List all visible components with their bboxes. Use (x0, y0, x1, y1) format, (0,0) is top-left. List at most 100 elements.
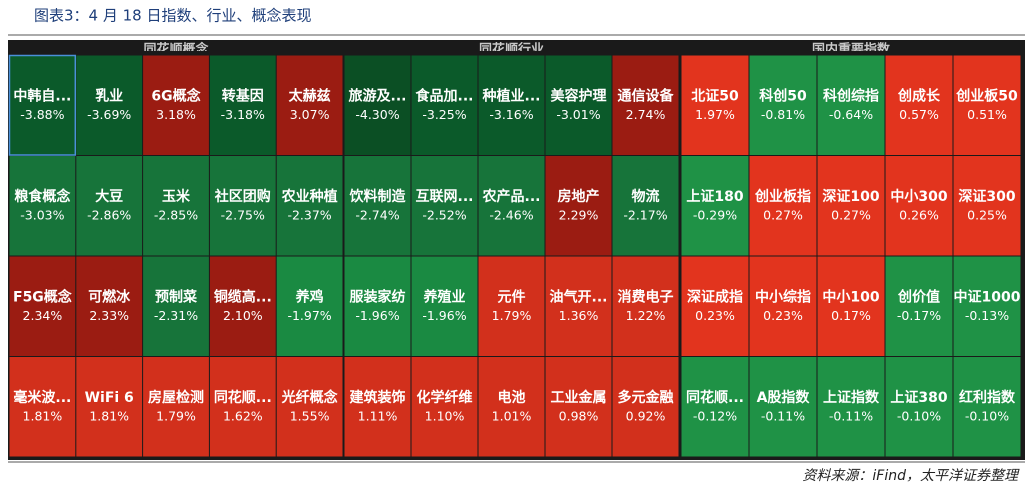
tile-label: 养殖业 (423, 288, 466, 305)
tile-label: 红利指数 (959, 389, 1016, 406)
tile-value: -0.29% (693, 207, 737, 222)
tile-value: -3.88% (20, 107, 64, 122)
tile-value: 0.92% (626, 408, 666, 423)
tile-label: 元件 (498, 288, 526, 305)
tile-label: 美容护理 (551, 87, 607, 104)
tile (885, 55, 953, 155)
tile (276, 357, 343, 457)
tile-label: 乳业 (95, 87, 123, 104)
tile (9, 156, 76, 256)
tile-value: 0.57% (899, 107, 939, 122)
tile (545, 357, 612, 457)
tile-value: 1.01% (492, 408, 532, 423)
tile-value: -2.85% (154, 207, 198, 222)
tile (612, 156, 679, 256)
tile-label: 化学纤维 (417, 389, 473, 406)
tile (953, 256, 1021, 356)
tile (545, 55, 612, 155)
tile (817, 256, 885, 356)
tile-value: 0.23% (695, 308, 735, 323)
tile (953, 156, 1021, 256)
tile (276, 55, 343, 155)
tile-value: 0.98% (559, 408, 599, 423)
tile-label: 饮料制造 (349, 188, 406, 205)
tile (76, 256, 143, 356)
tile-value: 1.36% (559, 308, 599, 323)
tile-value: 0.23% (763, 308, 803, 323)
tile-label: 多元金融 (618, 389, 674, 406)
tile-label: 建筑装饰 (350, 389, 406, 406)
tile (411, 357, 478, 457)
tile (76, 156, 143, 256)
tile (478, 156, 545, 256)
tile-label: 服装家纺 (350, 288, 406, 305)
tile-label: 中韩自... (13, 87, 71, 104)
tile (411, 256, 478, 356)
tile-value: 0.25% (967, 207, 1007, 222)
tile-value: -0.64% (829, 107, 873, 122)
tile-label: 创业板指 (754, 188, 811, 205)
tile-label: 铜缆高... (214, 288, 272, 305)
tile-value: -2.75% (221, 207, 265, 222)
tile-value: 2.74% (626, 107, 666, 122)
tile-label: 同花顺... (214, 389, 272, 406)
tile-value: -3.03% (20, 207, 64, 222)
tile-value: 3.07% (290, 107, 330, 122)
tile (209, 55, 276, 155)
tile-label: 油气开... (550, 288, 608, 305)
tile-label: A股指数 (757, 389, 811, 406)
tile-value: -1.97% (287, 308, 331, 323)
figure-title: 图表3：4 月 18 日指数、行业、概念表现 (34, 7, 311, 25)
tile-label: 可燃冰 (88, 288, 131, 305)
tile-label: 互联网... (416, 189, 474, 205)
tile-label: 社区团购 (214, 188, 271, 205)
tile-value: -0.10% (897, 408, 941, 423)
tile (749, 55, 817, 155)
tile-label: 上证380 (890, 390, 947, 406)
tile (885, 256, 953, 356)
tile (76, 55, 143, 155)
tile-value: 3.18% (156, 107, 196, 122)
tile (76, 357, 143, 457)
tile (885, 357, 953, 457)
tile-value: 0.27% (763, 207, 803, 222)
tile-value: 0.27% (831, 207, 871, 222)
tile (143, 156, 209, 256)
tile (344, 256, 411, 356)
tile-label: 转基因 (222, 87, 264, 104)
tile (478, 256, 545, 356)
tile-value: -4.30% (355, 107, 399, 122)
tile (817, 357, 885, 457)
panel-header: 同花顺行业 (479, 42, 544, 58)
tile-label: 中小300 (890, 188, 947, 205)
tile-value: 1.11% (358, 408, 398, 423)
tile (411, 55, 478, 155)
tile-label: 光纤概念 (281, 389, 339, 406)
tile (344, 55, 411, 155)
tile-value: 2.34% (23, 308, 63, 323)
tile-value: 1.79% (156, 408, 196, 423)
tile-label: 养鸡 (295, 288, 324, 305)
tile-value: 1.81% (89, 408, 129, 423)
tile-label: 深证300 (958, 188, 1015, 205)
tile-label: 旅游及... (349, 87, 407, 104)
tile-value: 2.29% (559, 207, 599, 222)
tile-value: -2.31% (154, 308, 198, 323)
tile-label: 消费电子 (618, 288, 674, 305)
tile-value: -2.52% (422, 207, 466, 222)
tile-value: -0.11% (761, 408, 805, 423)
tile-value: -0.12% (693, 408, 737, 423)
tile-label: 食品加... (416, 87, 474, 104)
tile-value: -1.96% (422, 308, 466, 323)
tile-label: 太赫兹 (289, 87, 331, 104)
tile-label: 玉米 (162, 188, 191, 205)
tile (545, 156, 612, 256)
tile (681, 55, 749, 155)
tile-value: -0.10% (965, 408, 1009, 423)
tile-label: WiFi 6 (85, 390, 134, 406)
tile-label: 创价值 (897, 288, 940, 305)
tile (681, 156, 749, 256)
tile (344, 357, 411, 457)
